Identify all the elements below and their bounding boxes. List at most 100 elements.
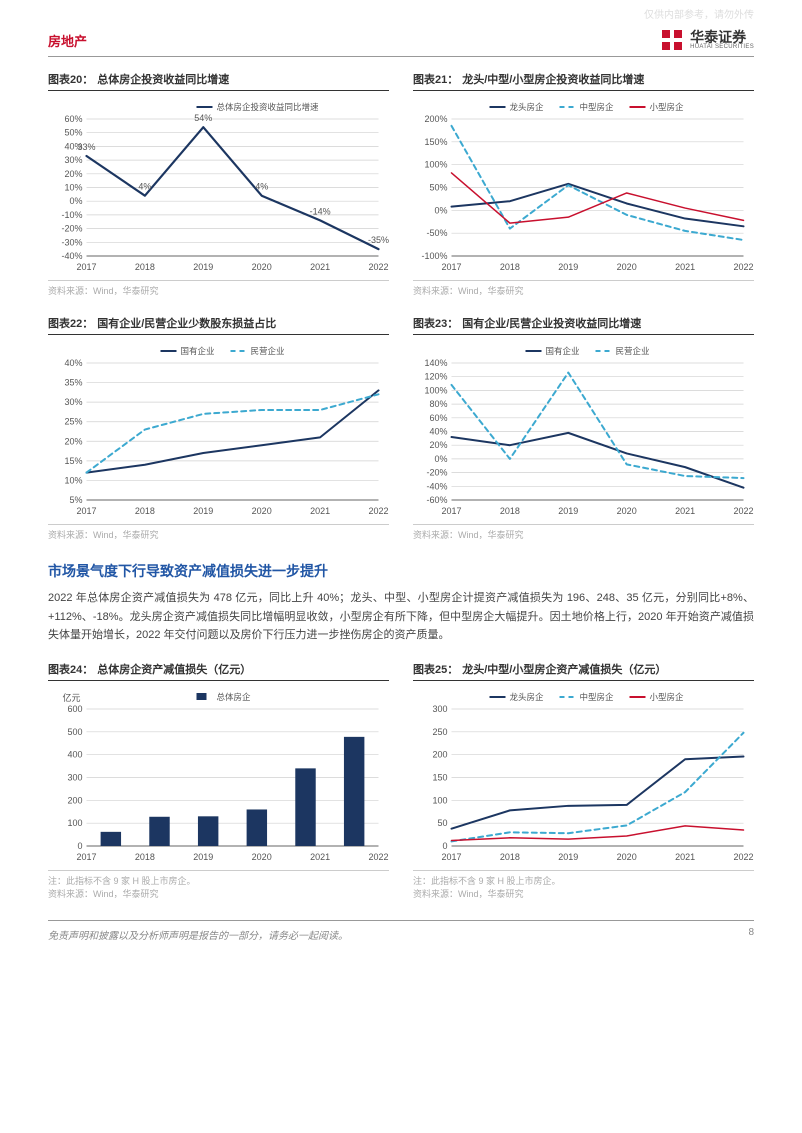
svg-text:200: 200 <box>432 750 447 760</box>
section-heading: 市场景气度下行导致资产减值损失进一步提升 <box>48 561 754 581</box>
chart25: 0501001502002503002017201820192020202120… <box>413 687 754 870</box>
svg-text:中型房企: 中型房企 <box>580 692 615 702</box>
svg-text:20%: 20% <box>429 440 447 450</box>
svg-text:150%: 150% <box>424 137 447 147</box>
svg-text:50%: 50% <box>429 183 447 193</box>
svg-text:2022: 2022 <box>733 506 753 516</box>
svg-text:35%: 35% <box>64 378 82 388</box>
svg-text:2018: 2018 <box>135 506 155 516</box>
svg-text:2019: 2019 <box>558 262 578 272</box>
svg-text:10%: 10% <box>64 183 82 193</box>
svg-text:120%: 120% <box>424 372 447 382</box>
svg-text:2018: 2018 <box>135 852 155 862</box>
chart21-source: 资料来源：Wind，华泰研究 <box>413 280 754 297</box>
svg-text:2017: 2017 <box>76 852 96 862</box>
svg-text:2022: 2022 <box>733 852 753 862</box>
svg-text:2022: 2022 <box>733 262 753 272</box>
chart22: 5%10%15%20%25%30%35%40%20172018201920202… <box>48 341 389 524</box>
chart23-source: 资料来源：Wind，华泰研究 <box>413 524 754 541</box>
svg-text:250: 250 <box>432 727 447 737</box>
svg-text:2019: 2019 <box>193 262 213 272</box>
svg-text:2018: 2018 <box>135 262 155 272</box>
chart22-title: 图表22：国有企业/民营企业少数股东损益占比 <box>48 315 389 335</box>
svg-text:200: 200 <box>67 795 82 805</box>
svg-text:100%: 100% <box>424 160 447 170</box>
svg-text:100%: 100% <box>424 385 447 395</box>
svg-text:25%: 25% <box>64 417 82 427</box>
chart24-title: 图表24：总体房企资产减值损失（亿元） <box>48 661 389 681</box>
svg-text:40%: 40% <box>64 358 82 368</box>
svg-text:20%: 20% <box>64 436 82 446</box>
logo-text-cn: 华泰证券 <box>690 30 754 44</box>
svg-text:30%: 30% <box>64 155 82 165</box>
svg-text:2020: 2020 <box>252 262 272 272</box>
svg-text:200%: 200% <box>424 114 447 124</box>
svg-text:2021: 2021 <box>310 852 330 862</box>
svg-text:0: 0 <box>442 841 447 851</box>
svg-text:4%: 4% <box>255 182 268 192</box>
svg-text:-40%: -40% <box>426 481 447 491</box>
svg-text:100: 100 <box>67 818 82 828</box>
svg-text:40%: 40% <box>429 427 447 437</box>
svg-text:0%: 0% <box>434 205 447 215</box>
svg-text:民营企业: 民营企业 <box>251 346 285 356</box>
svg-text:2017: 2017 <box>441 852 461 862</box>
svg-text:-35%: -35% <box>368 235 389 245</box>
svg-text:-40%: -40% <box>61 251 82 261</box>
svg-text:民营企业: 民营企业 <box>616 346 650 356</box>
chart20-source: 资料来源：Wind，华泰研究 <box>48 280 389 297</box>
svg-text:2020: 2020 <box>252 506 272 516</box>
svg-text:0%: 0% <box>434 454 447 464</box>
chart22-source: 资料来源：Wind，华泰研究 <box>48 524 389 541</box>
svg-text:400: 400 <box>67 750 82 760</box>
chart20-title: 图表20：总体房企投资收益同比增速 <box>48 71 389 91</box>
svg-text:600: 600 <box>67 704 82 714</box>
svg-text:小型房企: 小型房企 <box>650 692 685 702</box>
svg-text:2017: 2017 <box>76 506 96 516</box>
chart21-title: 图表21：龙头/中型/小型房企投资收益同比增速 <box>413 71 754 91</box>
svg-text:140%: 140% <box>424 358 447 368</box>
svg-text:60%: 60% <box>429 413 447 423</box>
chart25-title: 图表25：龙头/中型/小型房企资产减值损失（亿元） <box>413 661 754 681</box>
svg-text:国有企业: 国有企业 <box>181 346 215 356</box>
chart25-source: 注：此指标不含 9 家 H 股上市房企。资料来源：Wind，华泰研究 <box>413 870 754 900</box>
logo-text-en: HUATAI SECURITIES <box>690 44 754 50</box>
svg-text:2018: 2018 <box>500 506 520 516</box>
chart24-source: 注：此指标不含 9 家 H 股上市房企。资料来源：Wind，华泰研究 <box>48 870 389 900</box>
svg-text:-30%: -30% <box>61 237 82 247</box>
svg-text:2021: 2021 <box>310 506 330 516</box>
svg-text:2018: 2018 <box>500 852 520 862</box>
chart20: -40%-30%-20%-10%0%10%20%30%40%50%60%2017… <box>48 97 389 280</box>
svg-text:2021: 2021 <box>675 506 695 516</box>
svg-text:2020: 2020 <box>617 506 637 516</box>
svg-text:500: 500 <box>67 727 82 737</box>
svg-text:-100%: -100% <box>421 251 447 261</box>
brand-logo: 华泰证券 HUATAI SECURITIES <box>660 28 754 52</box>
svg-text:5%: 5% <box>69 495 82 505</box>
page-number: 8 <box>748 927 754 942</box>
svg-text:-60%: -60% <box>426 495 447 505</box>
svg-text:54%: 54% <box>194 113 212 123</box>
svg-text:2018: 2018 <box>500 262 520 272</box>
chart21: -100%-50%0%50%100%150%200%20172018201920… <box>413 97 754 280</box>
svg-text:总体房企: 总体房企 <box>217 692 252 702</box>
svg-text:2019: 2019 <box>193 506 213 516</box>
svg-text:-20%: -20% <box>61 224 82 234</box>
svg-text:0%: 0% <box>69 196 82 206</box>
svg-text:4%: 4% <box>138 182 151 192</box>
svg-text:2022: 2022 <box>368 852 388 862</box>
svg-text:小型房企: 小型房企 <box>650 102 685 112</box>
section-body: 2022 年总体房企资产减值损失为 478 亿元，同比上升 40%；龙头、中型、… <box>48 589 754 645</box>
svg-text:2017: 2017 <box>441 262 461 272</box>
svg-text:2019: 2019 <box>558 852 578 862</box>
svg-text:龙头房企: 龙头房企 <box>510 102 545 112</box>
svg-text:60%: 60% <box>64 114 82 124</box>
svg-text:龙头房企: 龙头房企 <box>510 692 545 702</box>
svg-text:2021: 2021 <box>675 852 695 862</box>
svg-text:-14%: -14% <box>310 206 331 216</box>
chart23-title: 图表23：国有企业/民营企业投资收益同比增速 <box>413 315 754 335</box>
svg-text:300: 300 <box>67 773 82 783</box>
svg-text:-10%: -10% <box>61 210 82 220</box>
category-label: 房地产 <box>48 31 87 50</box>
chart24: 0100200300400500600亿元2017201820192020202… <box>48 687 389 870</box>
